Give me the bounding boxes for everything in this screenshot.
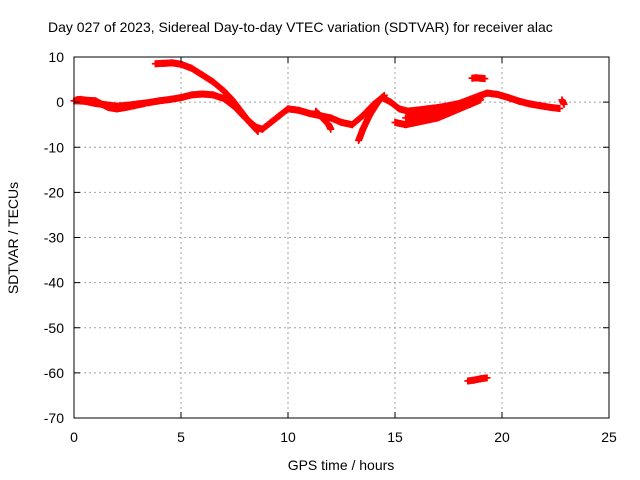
y-tick-label: -60: [44, 365, 64, 381]
x-tick-label: 25: [601, 429, 617, 445]
data-point-marker: [327, 125, 335, 133]
series-dip-12: [312, 107, 335, 133]
data-point-marker: [477, 96, 485, 104]
series-lower-lobe: [402, 96, 485, 122]
data-point-marker: [379, 92, 387, 100]
series-cluster-19: [468, 74, 489, 83]
y-tick-label: 0: [56, 94, 64, 110]
x-axis-ticks: 0 5 10 15 20 25: [70, 57, 617, 445]
series-end-marker: [558, 96, 568, 108]
x-axis-label: GPS time / hours: [288, 457, 395, 473]
x-tick-label: 15: [387, 429, 403, 445]
data-points: [70, 59, 568, 385]
series-outlier: [464, 374, 491, 385]
data-point-marker: [380, 91, 388, 99]
data-point-marker: [483, 374, 491, 382]
series-high-arc: [151, 59, 262, 135]
y-tick-label: -40: [44, 275, 64, 291]
y-tick-label: -50: [44, 320, 64, 336]
y-tick-label: -20: [44, 184, 64, 200]
y-tick-label: -10: [44, 139, 64, 155]
chart-title: Day 027 of 2023, Sidereal Day-to-day VTE…: [48, 19, 553, 35]
y-tick-label: -30: [44, 230, 64, 246]
y-tick-label: 10: [48, 49, 64, 65]
data-point-marker: [141, 99, 149, 107]
y-axis-label: SDTVAR / TECUs: [5, 182, 21, 294]
data-point-marker: [556, 104, 564, 112]
x-tick-label: 10: [280, 429, 296, 445]
x-tick-label: 5: [177, 429, 185, 445]
y-tick-label: -70: [44, 410, 64, 426]
data-point-marker: [560, 100, 568, 108]
data-point-marker: [254, 127, 262, 135]
x-tick-label: 0: [70, 429, 78, 445]
series-dip-13: [355, 91, 388, 144]
series-early-cluster: [72, 95, 149, 113]
y-axis-ticks: 10 0 -10 -20 -30 -40 -50 -60 -70: [44, 49, 609, 426]
data-point-marker: [481, 75, 489, 83]
x-tick-label: 20: [494, 429, 510, 445]
